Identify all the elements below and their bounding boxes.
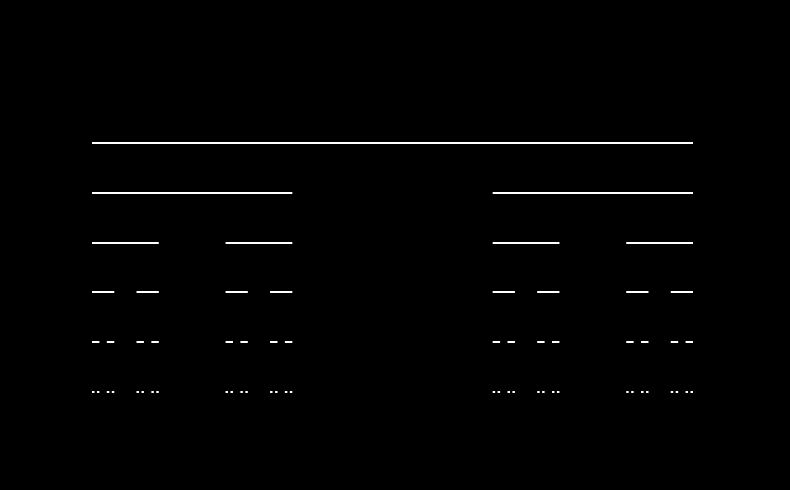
cantor-segment-level-4-10 [537, 341, 545, 343]
cantor-segment-level-2-2 [492, 242, 560, 244]
cantor-segment-level-4-4 [225, 341, 233, 343]
cantor-segment-level-5-26 [641, 391, 644, 393]
cantor-segment-level-5-24 [626, 391, 629, 393]
cantor-segment-level-4-12 [626, 341, 634, 343]
cantor-segment-level-4-15 [685, 341, 693, 343]
cantor-segment-level-3-6 [626, 291, 649, 293]
cantor-segment-level-4-9 [507, 341, 515, 343]
cantor-segment-level-3-7 [670, 291, 693, 293]
cantor-segment-level-5-28 [670, 391, 674, 393]
cantor-segment-level-5-9 [230, 391, 233, 393]
cantor-segment-level-4-6 [270, 341, 278, 343]
cantor-segment-level-5-11 [245, 391, 248, 393]
cantor-segment-level-4-3 [151, 341, 159, 343]
cantor-segment-level-3-0 [92, 291, 115, 293]
cantor-segment-level-5-15 [289, 391, 293, 393]
cantor-segment-level-4-1 [106, 341, 115, 343]
cantor-segment-level-4-13 [641, 341, 649, 343]
cantor-segment-level-5-25 [631, 391, 634, 393]
cantor-segment-level-5-21 [542, 391, 545, 393]
cantor-segment-level-3-5 [537, 291, 560, 293]
cantor-segment-level-4-0 [92, 341, 100, 343]
cantor-segment-level-5-2 [106, 391, 110, 393]
cantor-segment-level-5-7 [156, 391, 159, 393]
cantor-segment-level-3-4 [492, 291, 515, 293]
cantor-segment-level-5-17 [497, 391, 501, 393]
cantor-segment-level-4-14 [670, 341, 679, 343]
cantor-segment-level-4-8 [492, 341, 501, 343]
cantor-segment-level-5-0 [92, 391, 95, 393]
cantor-segment-level-5-18 [507, 391, 510, 393]
cantor-segment-level-5-22 [552, 391, 555, 393]
cantor-segment-level-2-3 [626, 242, 693, 244]
cantor-segment-level-4-2 [136, 341, 144, 343]
cantor-segment-level-5-29 [675, 391, 679, 393]
cantor-segment-level-5-3 [111, 391, 115, 393]
cantor-segment-level-5-6 [151, 391, 154, 393]
cantor-segment-level-5-5 [141, 391, 144, 393]
cantor-segment-level-5-1 [96, 391, 100, 393]
cantor-segment-level-5-14 [284, 391, 288, 393]
cantor-segment-level-4-5 [240, 341, 248, 343]
cantor-segment-level-5-19 [512, 391, 515, 393]
cantor-segment-level-2-0 [92, 242, 159, 244]
cantor-segment-level-2-1 [225, 242, 293, 244]
cantor-segment-level-5-8 [225, 391, 229, 393]
cantor-segment-level-5-4 [136, 391, 139, 393]
cantor-segment-level-5-27 [646, 391, 649, 393]
cantor-segment-level-5-13 [275, 391, 278, 393]
cantor-segment-level-5-10 [240, 391, 243, 393]
cantor-segment-level-3-2 [225, 291, 248, 293]
cantor-segment-level-3-3 [270, 291, 293, 293]
cantor-segment-level-4-7 [284, 341, 293, 343]
cantor-segment-level-5-23 [556, 391, 560, 393]
cantor-segment-level-1-1 [492, 192, 693, 194]
cantor-segment-level-1-0 [92, 192, 293, 194]
cantor-segment-level-3-1 [136, 291, 159, 293]
cantor-segment-level-5-16 [492, 391, 496, 393]
cantor-segment-level-4-11 [552, 341, 560, 343]
cantor-segment-level-5-12 [270, 391, 273, 393]
cantor-segment-level-5-20 [537, 391, 540, 393]
cantor-segment-level-5-30 [685, 391, 689, 393]
cantor-segment-level-5-31 [690, 391, 693, 393]
cantor-segments [92, 142, 693, 393]
cantor-segment-level-0-0 [92, 142, 693, 144]
